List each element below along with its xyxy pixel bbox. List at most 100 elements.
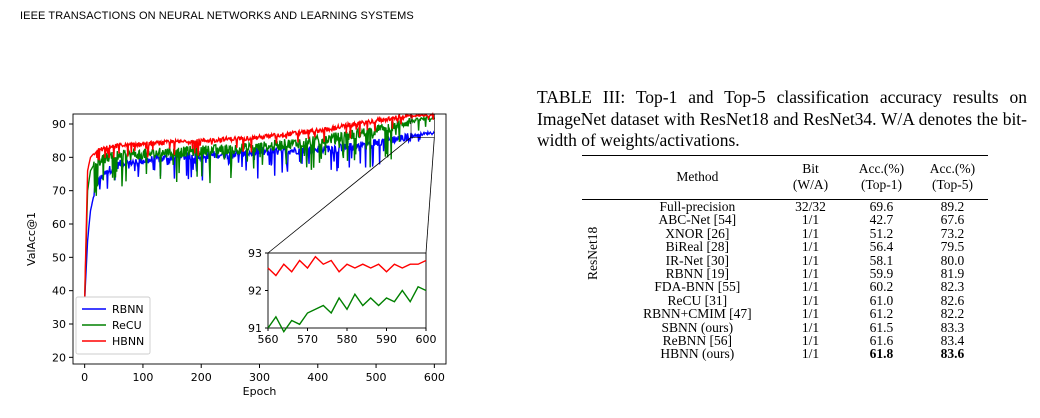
top5-header-line1: Acc.(%) (929, 161, 976, 176)
method-header: Method (619, 155, 775, 200)
cell-bit: 1/1 (801, 333, 820, 349)
cell-bit: 1/1 (801, 212, 820, 228)
cell-top1: 51.2 (869, 225, 894, 241)
cell-top1: 61.0 (869, 292, 894, 308)
bit-header-line1: Bit (802, 161, 819, 176)
cell-top1: 61.5 (869, 319, 894, 335)
cell-top5: 67.6 (940, 212, 965, 228)
cell-method: XNOR [26] (665, 225, 730, 241)
x-axis-label: Epoch (243, 385, 277, 398)
cell-bit: 1/1 (801, 266, 820, 282)
legend-label-recu: ReCU (112, 319, 142, 332)
cell-top5: 73.2 (940, 225, 965, 241)
cell-top5: 83.6 (940, 346, 965, 362)
cell-bit: 1/1 (801, 346, 820, 362)
group-header-cell (582, 155, 620, 200)
inset-x-tick-label: 570 (297, 333, 318, 346)
series-line-hbnn (84, 111, 435, 301)
cell-method: ReBNN [56] (662, 333, 733, 349)
inset-x-tick-label: 580 (337, 333, 358, 346)
cell-method: BiReal [28] (665, 239, 730, 255)
table-row: SBNN (ours) 1/1 61.5 83.3 (582, 319, 988, 335)
cell-top1: 58.1 (869, 252, 894, 268)
x-tick-label: 400 (307, 371, 328, 384)
cell-method: ABC-Net [54] (658, 212, 737, 228)
inset-x-tick-label: 590 (376, 333, 397, 346)
cell-method: RBNN [19] (665, 266, 730, 282)
accuracy-figure: 0 100 200 300 400 500 600 20 30 40 50 60 70 80 90 Epoch… (25, 111, 447, 398)
y-axis-label: ValAcc@1 (25, 212, 38, 266)
cell-top1: 69.6 (869, 199, 894, 214)
table-row: ReBNN [56] 1/1 61.6 83.4 (582, 333, 988, 349)
legend-label-rbnn: RBNN (112, 303, 144, 316)
cell-bit: 1/1 (801, 239, 820, 255)
inset-series-recu (267, 285, 427, 334)
table-row: FDA-BNN [55] 1/1 60.2 82.3 (582, 279, 988, 295)
cell-top5: 82.2 (940, 306, 965, 322)
cell-bit: 1/1 (801, 225, 820, 241)
y-tick-label: 70 (52, 185, 66, 198)
inset-x-tick-label: 560 (258, 333, 279, 346)
inset-y-tick-label: 91 (248, 322, 262, 335)
cell-bit: 1/1 (801, 252, 820, 268)
table-row: HBNN (ours) 1/1 61.8 83.6 (582, 346, 988, 362)
cell-bit: 1/1 (801, 279, 820, 295)
zoom-connector-left (267, 137, 412, 254)
cell-top5: 83.4 (940, 333, 965, 349)
table-row: RBNN+CMIM [47] 1/1 61.2 82.2 (582, 306, 988, 322)
y-tick-label: 30 (52, 318, 66, 331)
top1-header: Acc.(%) (Top-1) (845, 155, 917, 200)
cell-top1: 60.2 (869, 279, 894, 295)
inset-y-tick-label: 92 (248, 285, 262, 298)
cell-method: HBNN (ours) (660, 346, 735, 362)
y-tick-label: 20 (52, 351, 66, 364)
legend-box (75, 296, 151, 355)
zoom-region-box (410, 113, 435, 138)
top5-header: Acc.(%) (Top-5) (916, 155, 988, 200)
y-tick-label: 80 (52, 151, 66, 164)
zoom-connector-right (425, 137, 435, 254)
cell-bit: 32/32 (795, 199, 826, 214)
x-tick-label: 200 (191, 371, 212, 384)
table-row: ReCU [31] 1/1 61.0 82.6 (582, 292, 988, 308)
group-cell: ResNet18 (582, 200, 620, 361)
running-header: IEEE TRANSACTIONS ON NEURAL NETWORKS AND… (20, 10, 414, 22)
inset-frame (267, 252, 427, 329)
results-table: Method Bit (W/A) Acc.(%) (Top-1) Acc.(%)… (582, 155, 988, 361)
cell-method: ReCU [31] (667, 292, 728, 308)
table-caption: TABLE III: Top-1 and Top-5 classificatio… (537, 87, 1027, 150)
y-tick-label: 50 (52, 251, 66, 264)
main-plot (84, 111, 435, 301)
x-tick-label: 600 (424, 371, 445, 384)
x-tick-label: 0 (81, 371, 88, 384)
cell-method: RBNN+CMIM [47] (643, 306, 752, 322)
inset-x-tick-label: 600 (416, 333, 437, 346)
cell-bit: 1/1 (801, 319, 820, 335)
table-row: BiReal [28] 1/1 56.4 79.5 (582, 239, 988, 255)
cell-method: SBNN (ours) (661, 319, 734, 335)
cell-top1: 42.7 (869, 212, 894, 228)
cell-top5: 82.6 (940, 292, 965, 308)
inset-series-hbnn (267, 255, 427, 277)
x-tick-label: 100 (132, 371, 153, 384)
cell-method: Full-precision (659, 199, 736, 214)
inset-y-tick-label: 93 (248, 247, 262, 260)
cell-top1: 61.6 (869, 333, 894, 349)
cell-method: IR-Net [30] (665, 252, 730, 268)
table-row: ABC-Net [54] 1/1 42.7 67.6 (582, 212, 988, 228)
group-label: ResNet18 (585, 226, 600, 280)
cell-top5: 83.3 (940, 319, 965, 335)
cell-method: FDA-BNN [55] (654, 279, 741, 295)
y-tick-label: 40 (52, 285, 66, 298)
cell-top5: 79.5 (940, 239, 965, 255)
cell-top1: 61.2 (869, 306, 894, 322)
bit-header: Bit (W/A) (775, 155, 846, 200)
cell-bit: 1/1 (801, 292, 820, 308)
cell-top1: 59.9 (869, 266, 894, 282)
cell-top1: 61.8 (869, 346, 894, 362)
top1-header-line1: Acc.(%) (858, 161, 905, 176)
series-line-recu (84, 114, 435, 301)
table-row: IR-Net [30] 1/1 58.1 80.0 (582, 252, 988, 268)
cell-bit: 1/1 (801, 306, 820, 322)
cell-top5: 81.9 (940, 266, 965, 282)
